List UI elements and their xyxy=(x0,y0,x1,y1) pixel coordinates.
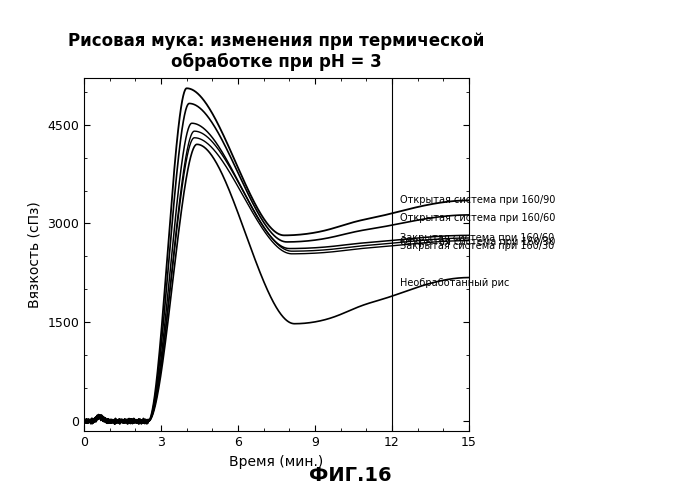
Text: Открытая система при 160/30: Открытая система при 160/30 xyxy=(400,237,555,247)
Title: Рисовая мука: изменения при термической
обработке при pH = 3: Рисовая мука: изменения при термической … xyxy=(69,32,484,71)
Text: Закрытая система при 160/60: Закрытая система при 160/60 xyxy=(400,233,554,243)
Text: Необработанный рис: Необработанный рис xyxy=(400,278,509,288)
X-axis label: Время (мин.): Время (мин.) xyxy=(230,455,323,468)
Text: Открытая система при 160/90: Открытая система при 160/90 xyxy=(400,196,555,205)
Text: ФИГ.16: ФИГ.16 xyxy=(309,466,391,485)
Text: Открытая система при 160/60: Открытая система при 160/60 xyxy=(400,213,555,223)
Text: Закрытая система при 160/30: Закрытая система при 160/30 xyxy=(400,241,554,251)
Y-axis label: Вязкость (сПз): Вязкость (сПз) xyxy=(28,201,42,308)
